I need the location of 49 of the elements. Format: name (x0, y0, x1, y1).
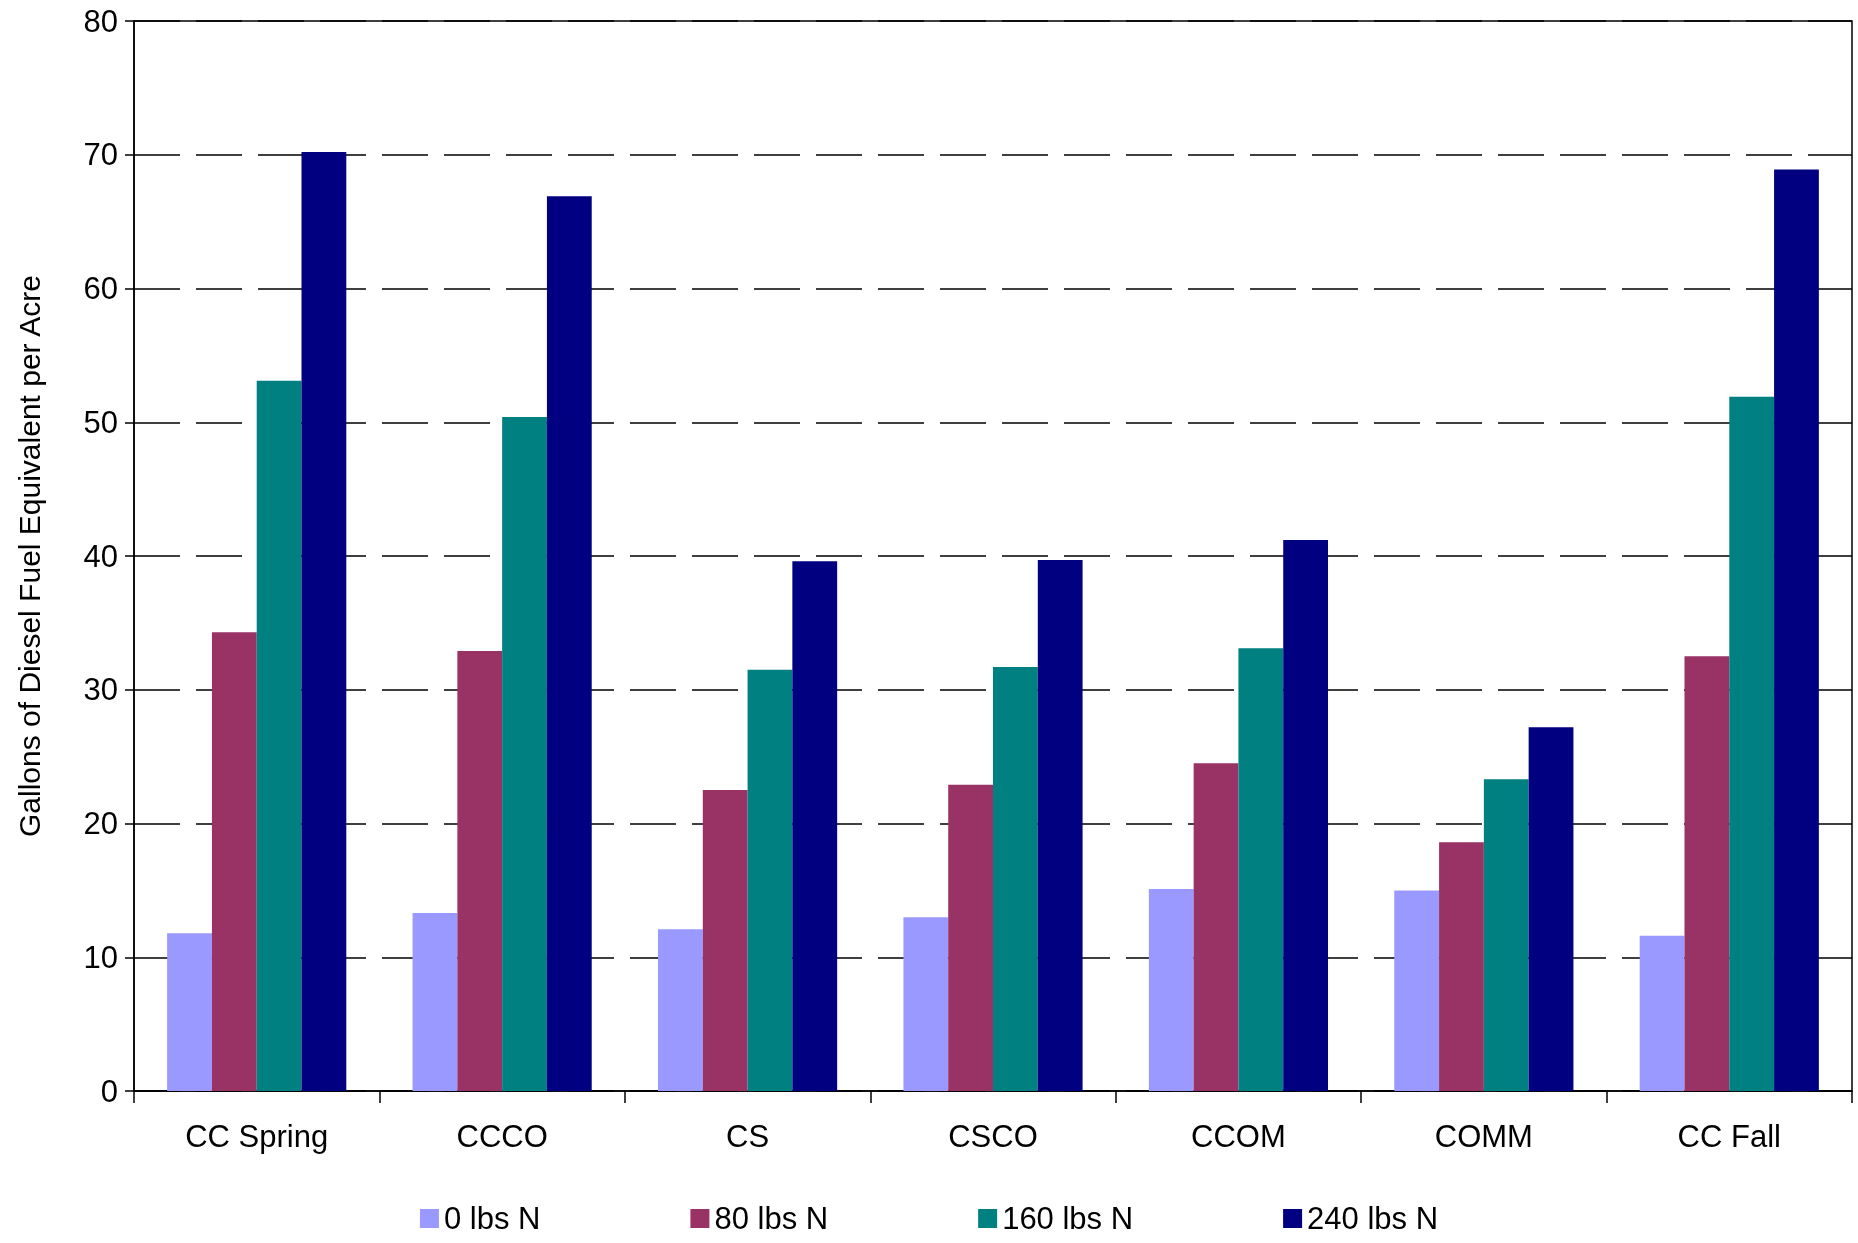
x-tick-label: CCOM (1191, 1119, 1286, 1154)
x-tick-label: CCCO (456, 1119, 548, 1154)
y-tick-label: 40 (83, 538, 118, 574)
bar (1528, 727, 1574, 1091)
bar (256, 380, 302, 1091)
x-tick-label: CC Fall (1677, 1119, 1781, 1154)
x-tick-label: CSCO (948, 1119, 1038, 1154)
y-tick-label: 20 (83, 806, 118, 841)
bar (1439, 842, 1484, 1091)
bar (993, 667, 1038, 1091)
bar (457, 650, 503, 1091)
bar (1394, 890, 1440, 1091)
bar (502, 416, 547, 1091)
y-tick-label: 0 (100, 1073, 118, 1109)
y-tick-label: 10 (83, 939, 118, 975)
bar (903, 917, 949, 1091)
bar (1639, 935, 1685, 1091)
bar (1774, 169, 1819, 1091)
x-tick-label: CC Spring (185, 1119, 329, 1154)
bar (1238, 648, 1284, 1091)
y-tick-label: 30 (83, 672, 118, 708)
y-tick-label: 80 (83, 3, 118, 39)
bar (546, 196, 592, 1091)
y-tick-label: 70 (83, 137, 118, 173)
bar (948, 784, 993, 1091)
bar (1037, 560, 1083, 1091)
bar (1283, 539, 1329, 1091)
bar (792, 561, 838, 1091)
bar (1483, 779, 1529, 1091)
bar (1729, 396, 1775, 1091)
bar (1148, 889, 1194, 1091)
bar (747, 669, 793, 1091)
legend-label: 240 lbs N (1307, 1201, 1439, 1236)
bar (412, 913, 458, 1091)
bar (167, 933, 212, 1091)
bar (301, 152, 347, 1091)
legend-label: 80 lbs N (714, 1201, 829, 1236)
y-tick-label: 50 (83, 404, 118, 440)
y-tick-label: 60 (83, 271, 118, 306)
y-axis-title: Gallons of Diesel Fuel Equivalent per Acre (12, 275, 46, 837)
legend-label: 160 lbs N (1002, 1201, 1134, 1236)
x-tick-label: CS (726, 1119, 770, 1154)
bar (1684, 656, 1730, 1091)
bar (702, 790, 748, 1091)
bar (211, 632, 257, 1091)
legend-label: 0 lbs N (443, 1201, 541, 1236)
x-tick-label: COMM (1434, 1119, 1533, 1154)
bar (657, 929, 703, 1091)
bar (1193, 763, 1239, 1091)
